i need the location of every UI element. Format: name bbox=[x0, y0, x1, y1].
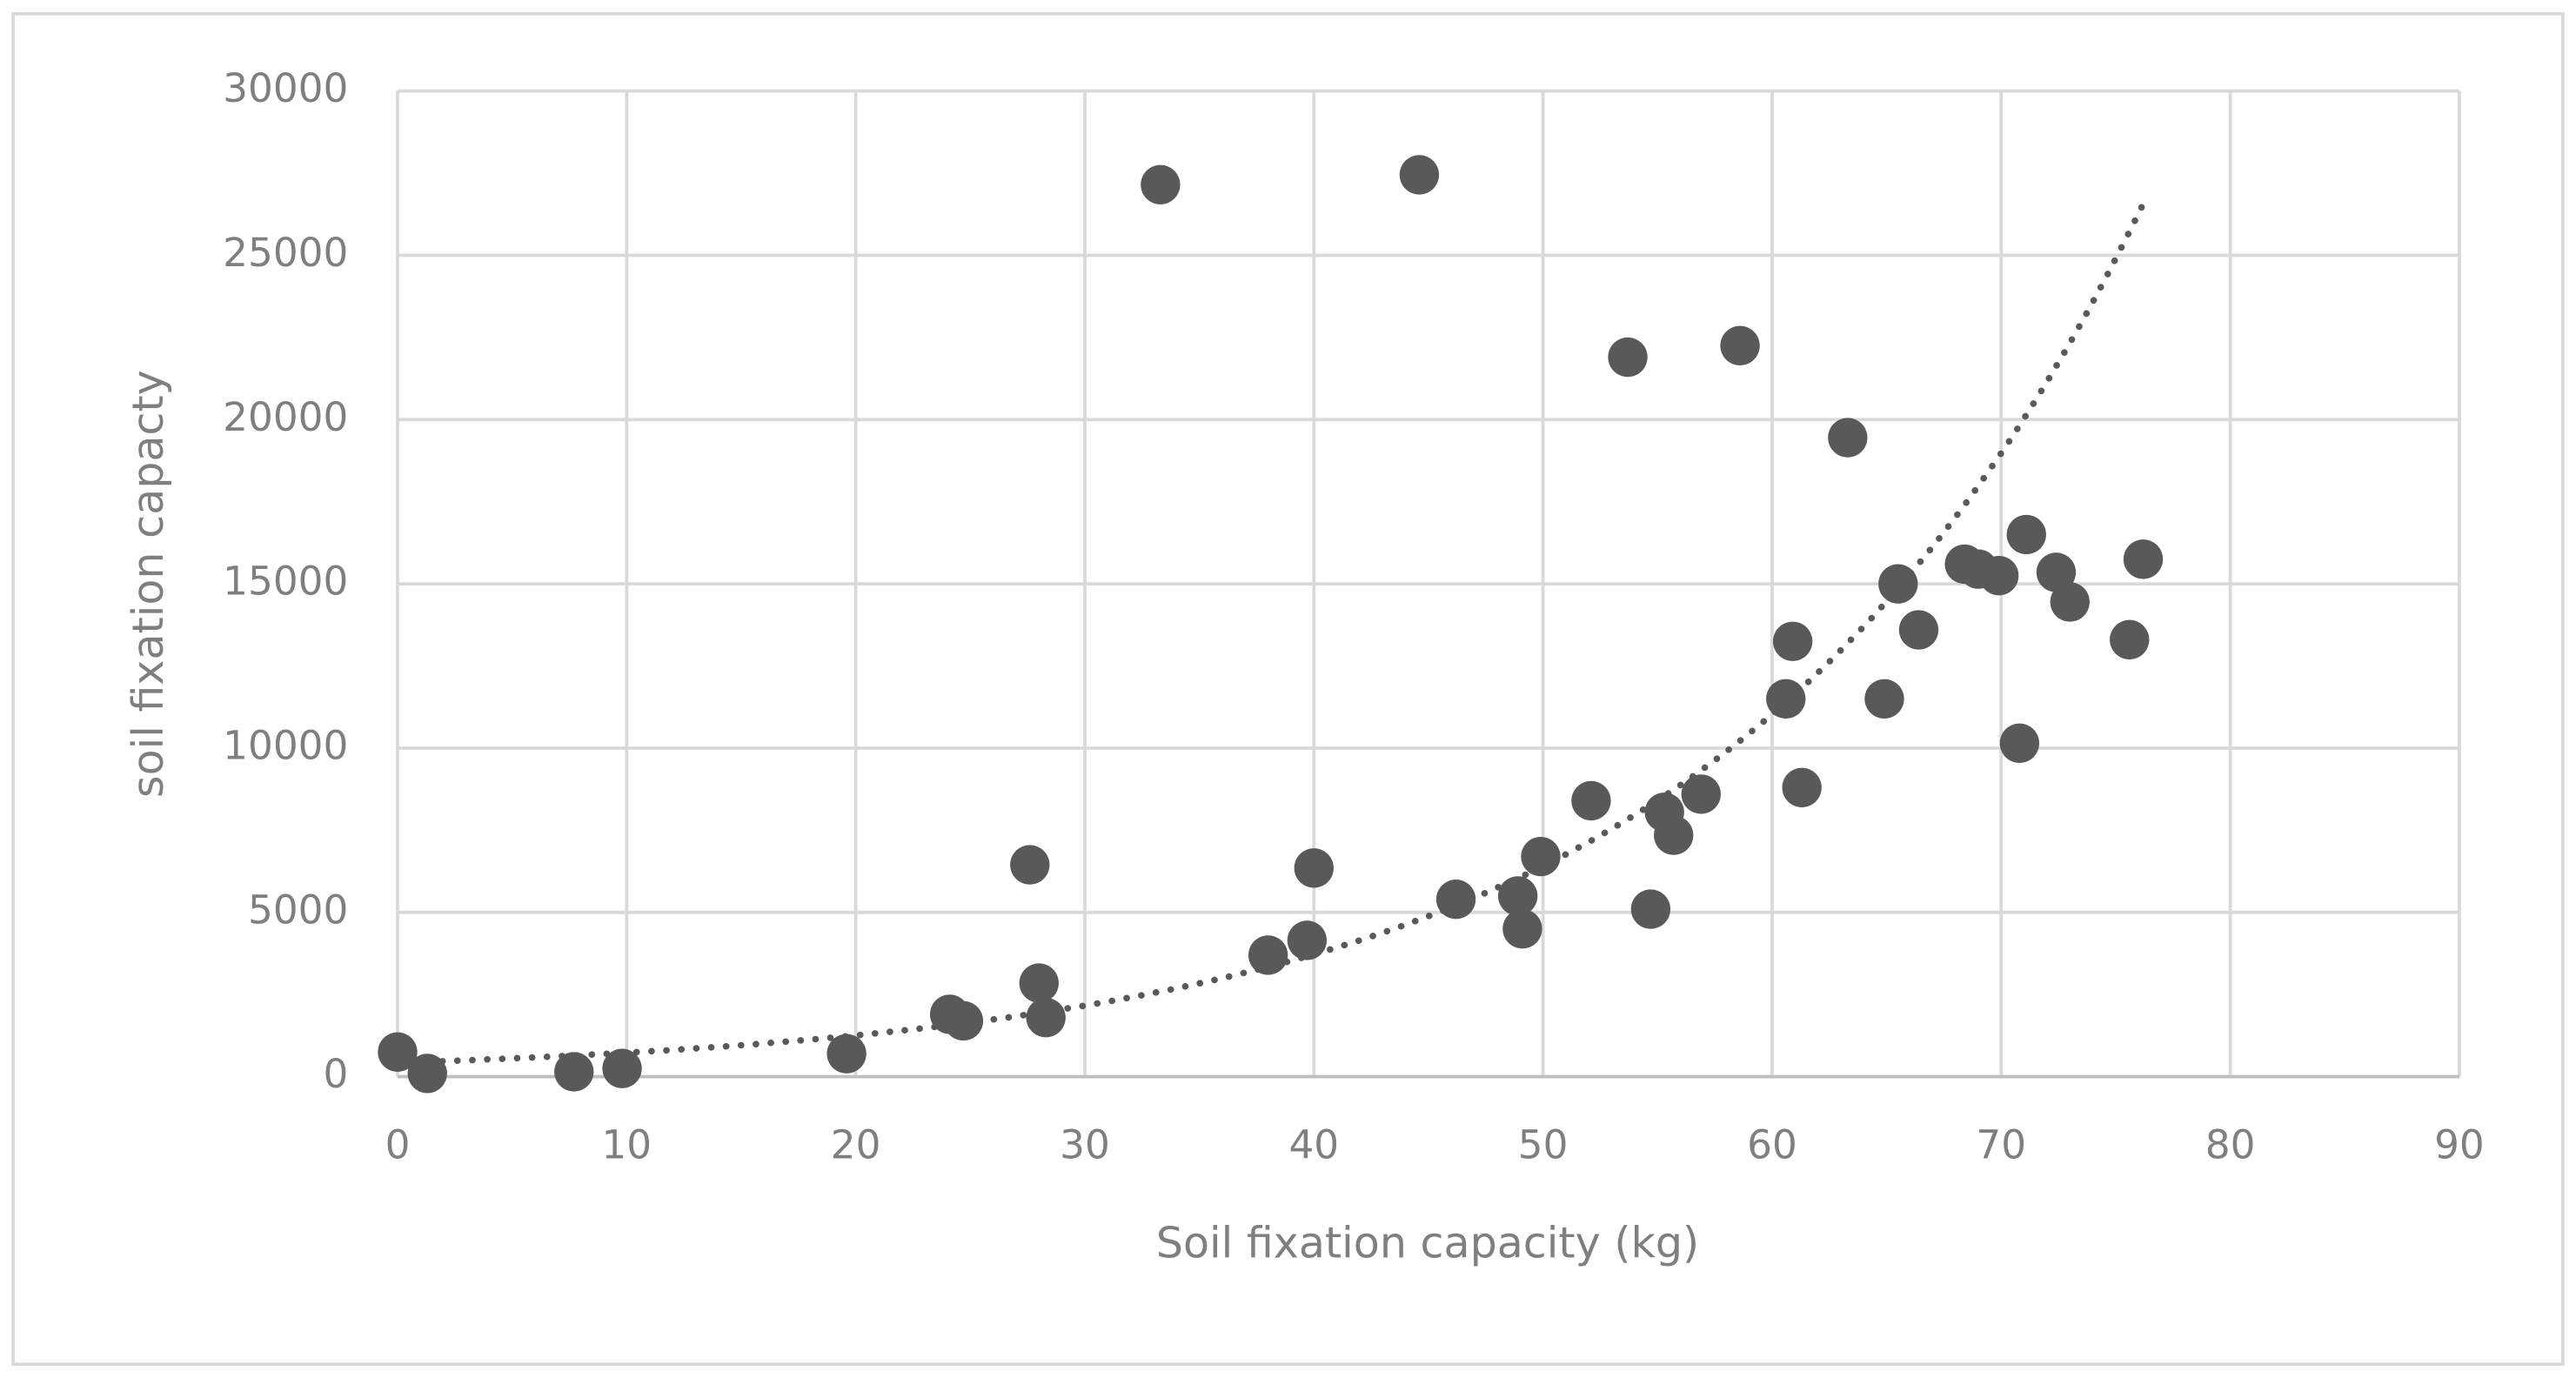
x-tick-label: 20 bbox=[831, 1121, 881, 1167]
scatter-point bbox=[1772, 621, 1813, 661]
scatter-point bbox=[1497, 876, 1538, 916]
y-tick-label: 10000 bbox=[223, 722, 348, 768]
scatter-point bbox=[1521, 836, 1561, 877]
y-tick-label: 0 bbox=[323, 1051, 348, 1097]
scatter-point bbox=[1864, 679, 1904, 719]
scatter-point bbox=[1248, 935, 1288, 975]
y-axis-title: soil fixation capacty bbox=[123, 370, 173, 798]
scatter-point bbox=[2123, 539, 2164, 579]
x-tick-label: 10 bbox=[601, 1121, 652, 1167]
scatter-point bbox=[1654, 815, 1694, 855]
scatter-point bbox=[1287, 920, 1328, 960]
x-tick-label: 30 bbox=[1060, 1121, 1110, 1167]
y-tick-label: 25000 bbox=[223, 230, 348, 276]
scatter-point bbox=[1019, 963, 1059, 1003]
scatter-point bbox=[2036, 552, 2077, 592]
scatter-point bbox=[378, 1032, 418, 1072]
x-tick-label: 70 bbox=[1976, 1121, 2026, 1167]
scatter-point bbox=[1720, 325, 1760, 365]
scatter-point bbox=[1141, 164, 1181, 204]
y-tick-label: 20000 bbox=[223, 394, 348, 440]
scatter-point bbox=[602, 1048, 642, 1088]
scatter-point bbox=[1999, 723, 2039, 763]
x-tick-label: 80 bbox=[2205, 1121, 2256, 1167]
scatter-point bbox=[1026, 998, 1066, 1038]
x-tick-label: 40 bbox=[1288, 1121, 1339, 1167]
scatter-point bbox=[1630, 889, 1671, 929]
scatter-point bbox=[2110, 619, 2150, 660]
scatter-point bbox=[1828, 418, 1868, 458]
x-tick-label: 0 bbox=[385, 1121, 411, 1167]
scatter-point bbox=[407, 1054, 447, 1094]
scatter-point bbox=[826, 1034, 866, 1074]
scatter-point bbox=[1294, 848, 1334, 888]
scatter-point bbox=[1782, 767, 1822, 807]
x-axis-title: Soil fixation capacity (kg) bbox=[1156, 1218, 1699, 1268]
x-tick-label: 50 bbox=[1518, 1121, 1569, 1167]
chart-border bbox=[11, 11, 2565, 1367]
scatter-point bbox=[1399, 155, 1440, 195]
trendline bbox=[394, 200, 2147, 1067]
x-tick-label: 90 bbox=[2434, 1121, 2485, 1167]
scatter-point bbox=[1898, 610, 1939, 650]
y-tick-label: 30000 bbox=[223, 65, 348, 111]
scatter-point bbox=[1978, 556, 2019, 596]
scatter-point bbox=[1608, 337, 1648, 378]
y-tick-label: 15000 bbox=[223, 559, 348, 605]
scatter-point bbox=[2006, 514, 2046, 555]
scatter-point bbox=[1681, 774, 1721, 814]
scatter-point bbox=[1502, 909, 1542, 949]
scatter-point bbox=[2050, 582, 2090, 622]
x-tick-label: 60 bbox=[1747, 1121, 1797, 1167]
scatter-point bbox=[554, 1052, 594, 1092]
y-tick-label: 5000 bbox=[248, 886, 348, 933]
scatter-point bbox=[1571, 780, 1611, 821]
scatter-point bbox=[1010, 845, 1050, 885]
